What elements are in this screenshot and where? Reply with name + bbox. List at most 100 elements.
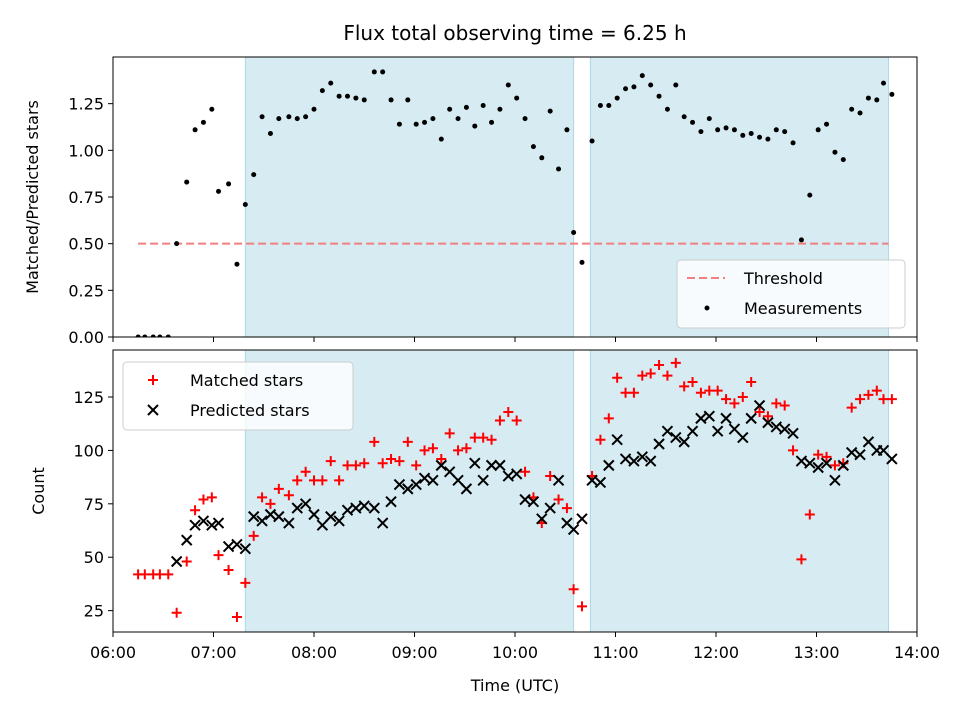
predicted-stars-point bbox=[854, 448, 866, 461]
predicted-stars-point bbox=[206, 519, 218, 531]
count-panel: 25 50 75 100 125 06:00 07:00 08:00 09:00 10:00 11:… bbox=[29, 349, 940, 662]
predicted-stars-point bbox=[686, 425, 699, 437]
matched-stars-point bbox=[461, 443, 472, 454]
matched-stars-point bbox=[729, 398, 740, 409]
predicted-stars-point bbox=[325, 510, 337, 523]
x-tick-label: 06:00 bbox=[90, 643, 136, 662]
legend-predicted-swatch bbox=[147, 404, 159, 416]
measurement-point bbox=[539, 155, 545, 161]
matched-stars-point bbox=[561, 503, 572, 514]
measurement-point bbox=[631, 84, 637, 90]
measurement-point bbox=[798, 237, 804, 243]
predicted-stars-point bbox=[619, 453, 632, 465]
predicted-stars-point bbox=[256, 515, 268, 527]
predicted-stars-point bbox=[862, 436, 875, 448]
predicted-stars-point bbox=[586, 474, 598, 487]
measurement-point bbox=[353, 95, 359, 101]
measurement-point bbox=[328, 80, 334, 86]
predicted-stars-point bbox=[368, 502, 381, 514]
legend-measurement-swatch bbox=[704, 305, 710, 311]
matched-stars-point bbox=[855, 394, 866, 405]
matched-stars-point bbox=[662, 370, 673, 381]
predicted-stars-point bbox=[376, 517, 389, 529]
measurement-point bbox=[234, 261, 240, 267]
matched-stars-point bbox=[231, 612, 242, 623]
x-tick-label: 07:00 bbox=[190, 643, 236, 662]
measurement-point bbox=[336, 93, 342, 99]
predicted-stars-point bbox=[443, 466, 456, 478]
measurement-point bbox=[142, 334, 148, 337]
predicted-stars-point bbox=[886, 453, 898, 465]
measurement-point bbox=[455, 116, 461, 122]
predicted-stars-point bbox=[636, 451, 649, 463]
predicted-stars-point bbox=[603, 459, 615, 472]
predicted-stars-point bbox=[519, 493, 531, 506]
measurement-point bbox=[698, 129, 704, 135]
matched-stars-point bbox=[804, 509, 815, 520]
measurement-point bbox=[514, 95, 520, 101]
matched-stars-point bbox=[603, 413, 614, 424]
predicted-stars-point bbox=[527, 495, 540, 508]
legend-label: Threshold bbox=[743, 269, 823, 288]
measurement-point bbox=[267, 131, 273, 137]
measurement-point bbox=[597, 103, 603, 109]
measurement-point bbox=[303, 114, 309, 120]
predicted-stars-point bbox=[222, 540, 235, 553]
measurement-point bbox=[765, 136, 771, 142]
matched-stars-point bbox=[796, 554, 807, 565]
measurement-point bbox=[286, 114, 292, 120]
measurement-point bbox=[757, 134, 763, 140]
matched-stars-point bbox=[240, 577, 251, 588]
matched-stars-point bbox=[846, 402, 857, 413]
x-tick-label: 10:00 bbox=[492, 643, 538, 662]
observing-window bbox=[244, 57, 575, 337]
predicted-stars-point bbox=[711, 425, 724, 437]
predicted-stars-point bbox=[393, 478, 406, 491]
x-tick-label: 14:00 bbox=[894, 643, 940, 662]
measurement-point bbox=[396, 121, 402, 127]
predicted-stars-point bbox=[358, 500, 370, 512]
predicted-stars-point bbox=[877, 444, 890, 457]
matched-stars-point bbox=[779, 400, 790, 411]
ratio-panel: 0.00 0.25 0.50 0.75 1.00 1.25 Matched/Predicte… bbox=[23, 56, 918, 347]
matched-stars-point bbox=[402, 436, 413, 447]
measurement-point bbox=[405, 97, 411, 103]
y-tick-label: 0.00 bbox=[68, 328, 104, 347]
measurement-point bbox=[815, 127, 821, 133]
matched-stars-point bbox=[369, 436, 380, 447]
matched-stars-point bbox=[342, 460, 353, 471]
y-tick-label: 0.50 bbox=[68, 235, 104, 254]
matched-stars-point bbox=[863, 389, 874, 400]
predicted-stars-point bbox=[410, 478, 422, 491]
matched-stars-point bbox=[171, 607, 182, 618]
predicted-stars-point bbox=[402, 483, 414, 495]
predicted-stars-point bbox=[180, 534, 193, 546]
measurement-point bbox=[748, 131, 754, 137]
predicted-stars-point bbox=[427, 474, 439, 487]
predicted-stars-point bbox=[502, 470, 515, 482]
measurement-point bbox=[345, 93, 350, 99]
measurement-point bbox=[242, 201, 248, 207]
measurement-point bbox=[865, 95, 871, 101]
figure-title: Flux total observing time = 6.25 h bbox=[343, 21, 686, 45]
measurement-point bbox=[715, 127, 721, 133]
measurement-point bbox=[589, 138, 595, 144]
matched-stars-point bbox=[788, 445, 799, 456]
matched-stars-point bbox=[645, 368, 656, 379]
matched-stars-point bbox=[478, 432, 489, 443]
predicted-stars-point bbox=[189, 519, 201, 531]
measurement-point bbox=[579, 259, 585, 265]
predicted-stars-point bbox=[653, 438, 665, 450]
matched-stars-point bbox=[265, 498, 276, 509]
matched-stars-point bbox=[309, 475, 319, 486]
measurement-point bbox=[857, 110, 863, 116]
predicted-stars-point bbox=[644, 455, 657, 467]
measurement-point bbox=[505, 82, 511, 88]
matched-stars-point bbox=[248, 530, 259, 541]
predicted-stars-point bbox=[299, 498, 312, 510]
legend: Threshold Measurements bbox=[676, 259, 906, 329]
matched-stars-point bbox=[394, 456, 405, 467]
predicted-stars-point bbox=[316, 519, 329, 531]
matched-stars-point bbox=[886, 394, 897, 405]
matched-stars-point bbox=[878, 394, 889, 405]
